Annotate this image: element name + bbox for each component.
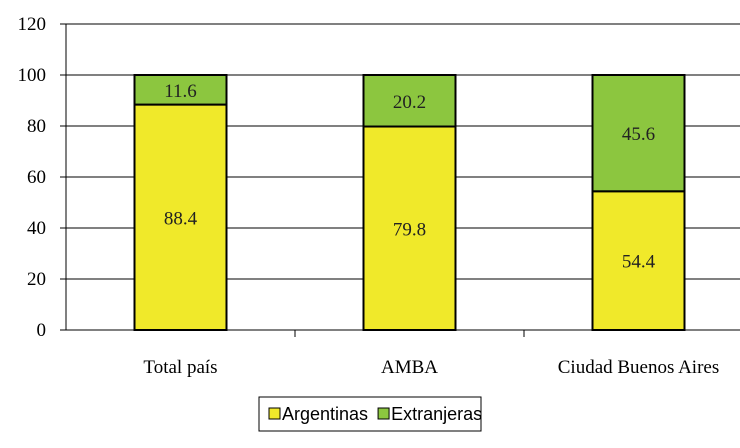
bar-segment-argentinas (362, 125, 457, 332)
x-category-label: Total país (143, 357, 217, 378)
legend-swatch (268, 407, 281, 420)
data-label: 54.4 (622, 252, 656, 273)
y-tick-label: 20 (27, 269, 46, 290)
legend-label: Extranjeras (391, 404, 482, 424)
data-label: 20.2 (393, 92, 426, 113)
legend: Argentinas Extranjeras (258, 396, 482, 432)
data-label: 45.6 (622, 124, 655, 145)
y-axis-ticks: 0 20 40 60 80 100 120 (18, 14, 66, 341)
x-axis-labels: Total país AMBA Ciudad Buenos Aires (143, 357, 719, 378)
bar-segment-extranjeras (591, 74, 686, 193)
y-tick-label: 40 (27, 218, 46, 239)
bar-segment-argentinas (591, 190, 686, 331)
y-tick-label: 120 (18, 14, 47, 35)
legend-box (258, 396, 482, 432)
y-tick-label: 60 (27, 167, 46, 188)
data-label: 79.8 (393, 219, 426, 240)
bars: 88.4 11.6 79.8 20.2 54.4 45.6 (133, 74, 686, 332)
bar-segment-extranjeras (133, 74, 228, 106)
bar-segment-argentinas (133, 103, 228, 331)
legend-swatch (377, 407, 390, 420)
bar-segment-extranjeras (362, 74, 457, 128)
x-category-label: Ciudad Buenos Aires (558, 357, 720, 378)
legend-label: Argentinas (282, 404, 368, 424)
y-tick-label: 0 (37, 320, 47, 341)
x-category-label: AMBA (381, 357, 438, 378)
y-tick-label: 80 (27, 116, 46, 137)
data-label: 11.6 (164, 81, 197, 102)
data-label: 88.4 (164, 208, 198, 229)
y-tick-label: 100 (18, 65, 47, 86)
